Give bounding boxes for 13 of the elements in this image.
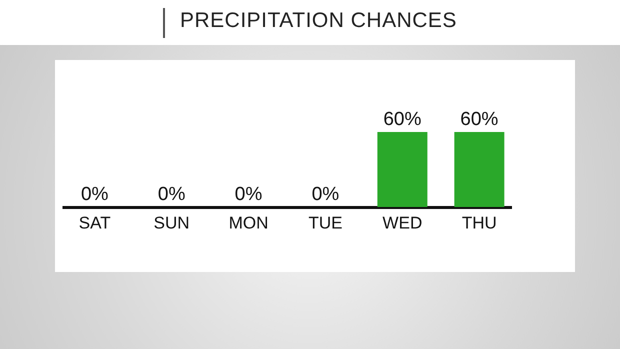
chart-title: PRECIPITATION CHANCES bbox=[180, 9, 457, 33]
data-label: 60% bbox=[383, 109, 422, 130]
x-tick-label: WED bbox=[382, 214, 422, 232]
data-label: 0% bbox=[158, 184, 186, 205]
data-label: 60% bbox=[460, 109, 498, 130]
x-tick-label: SAT bbox=[78, 214, 111, 232]
x-tick-label: SUN bbox=[154, 214, 190, 232]
data-label: 0% bbox=[234, 184, 262, 205]
data-label: 0% bbox=[80, 184, 109, 205]
x-tick-label: MON bbox=[228, 214, 268, 232]
x-tick-label: THU bbox=[462, 214, 497, 232]
x-tick-label: TUE bbox=[308, 214, 342, 232]
data-label: 0% bbox=[312, 184, 340, 205]
